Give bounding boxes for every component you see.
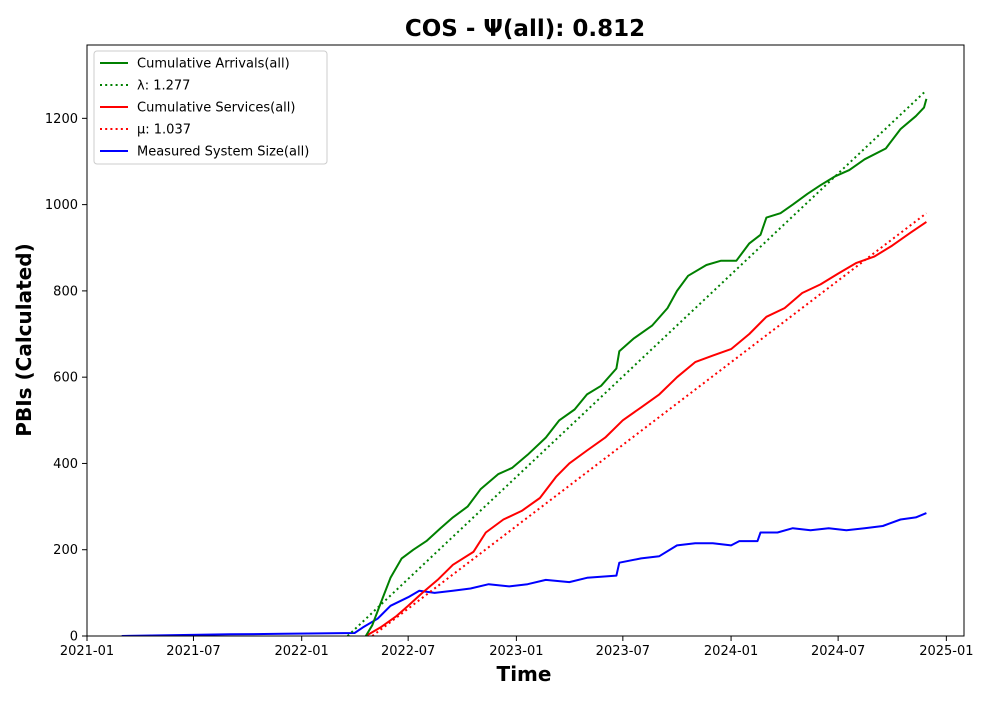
x-tick-label: 2021-01 [60, 644, 114, 659]
x-tick-label: 2021-07 [166, 644, 220, 659]
x-tick-label: 2023-07 [596, 644, 650, 659]
y-tick-label: 200 [53, 543, 78, 558]
legend-label: μ: 1.037 [137, 123, 191, 138]
y-axis: 0 200 400 600 800 1000 1200 [45, 112, 87, 645]
series-line [365, 221, 927, 636]
y-tick-label: 1200 [45, 112, 78, 127]
series-line [364, 98, 928, 636]
y-axis-label: PBIs (Calculated) [12, 243, 36, 436]
legend-label: Measured System Size(all) [137, 145, 309, 160]
x-tick-label: 2022-07 [381, 644, 435, 659]
series-line [371, 212, 928, 636]
x-axis-label: Time [497, 662, 552, 686]
plot-frame [86, 44, 965, 637]
x-tick-label: 2024-07 [811, 644, 865, 659]
x-axis: 2021-01 2021-07 2022-01 2022-07 2023-01 2023-… [60, 636, 974, 659]
x-tick-label: 2022-01 [275, 644, 329, 659]
chart-title: COS - Ψ(all): 0.812 [405, 16, 645, 42]
y-tick-label: 0 [70, 630, 78, 645]
legend-label: Cumulative Services(all) [137, 101, 295, 116]
legend-label: λ: 1.277 [137, 79, 190, 94]
y-tick-label: 400 [53, 457, 78, 472]
x-tick-label: 2024-01 [704, 644, 758, 659]
x-tick-label: 2025-01 [919, 644, 973, 659]
series-group [121, 89, 928, 636]
y-tick-label: 600 [53, 371, 78, 386]
legend-frame [93, 50, 328, 165]
legend: Cumulative Arrivals(all) λ: 1.277 Cumulati… [93, 50, 328, 165]
y-tick-label: 1000 [45, 198, 78, 213]
y-tick-label: 800 [53, 284, 78, 299]
x-tick-label: 2023-01 [489, 644, 543, 659]
legend-label: Cumulative Arrivals(all) [137, 57, 290, 72]
